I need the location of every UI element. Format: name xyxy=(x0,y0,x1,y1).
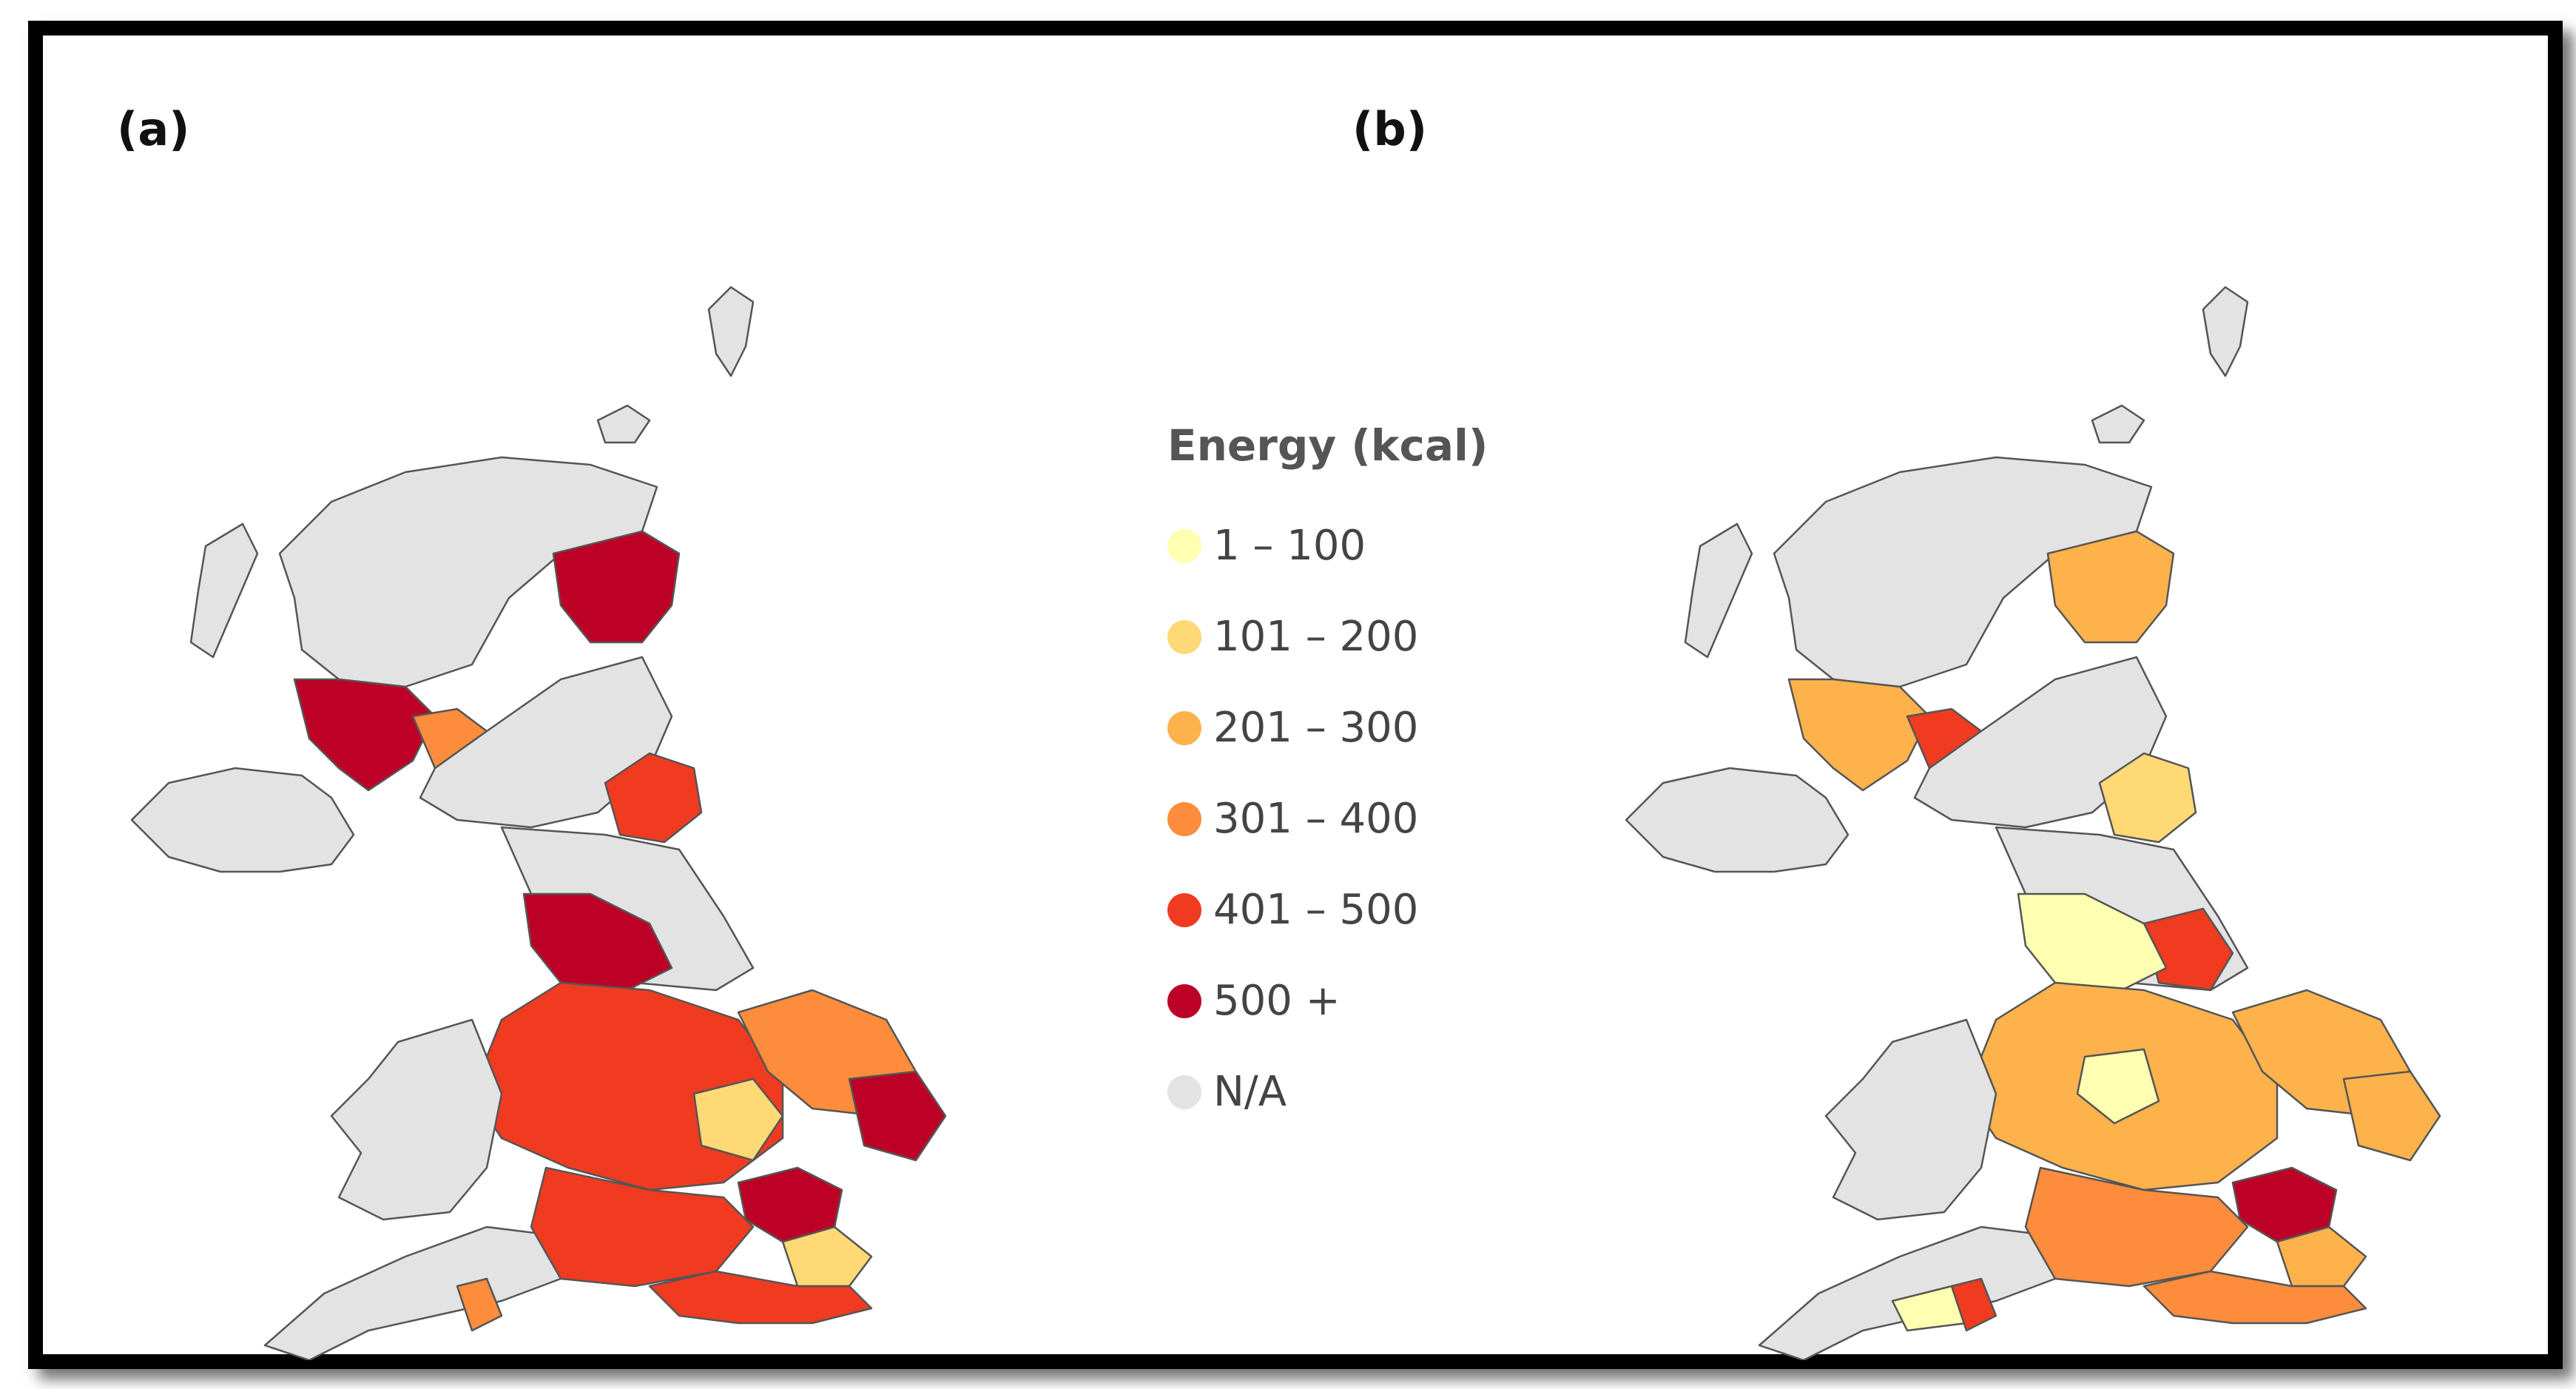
east-midlands-region xyxy=(692,1077,784,1162)
norfolk-suffolk-region xyxy=(2342,1070,2441,1162)
uk-map-panel-a xyxy=(130,286,947,1360)
panel-a-label: (a) xyxy=(117,102,190,156)
argyll-region xyxy=(1787,678,1931,792)
argyll-region xyxy=(293,678,436,792)
legend-label: 101 – 200 xyxy=(1213,613,1419,661)
legend-label: N/A xyxy=(1213,1068,1287,1116)
legend-label: 1 – 100 xyxy=(1213,522,1366,570)
sussex-region xyxy=(2142,1270,2367,1325)
legend-item: 301 – 400 xyxy=(1167,773,1488,864)
legend-item: 401 – 500 xyxy=(1167,864,1488,955)
energy-legend: Energy (kcal) 1 – 100 101 – 200 201 – 300 3… xyxy=(1167,420,1488,1137)
legend-swatch xyxy=(1167,801,1201,836)
lancashire-region xyxy=(2017,892,2168,992)
legend-label: 401 – 500 xyxy=(1213,886,1419,934)
legend-item: N/A xyxy=(1167,1046,1488,1137)
lancashire-region xyxy=(522,892,673,992)
wales-region xyxy=(330,1018,503,1221)
legend-title: Energy (kcal) xyxy=(1167,420,1488,471)
legend-swatch xyxy=(1167,1074,1201,1109)
legend-swatch xyxy=(1167,892,1201,927)
figure-frame: (a) (b) xyxy=(28,21,2563,1369)
legend-item: 1 – 100 xyxy=(1167,500,1488,591)
cornwall-patch xyxy=(1950,1277,1997,1332)
northumberland-region xyxy=(604,752,703,844)
northumberland-region xyxy=(2098,752,2197,844)
kent-region xyxy=(781,1225,873,1288)
wales-region xyxy=(1824,1018,1997,1221)
south-west-region xyxy=(1758,1225,2057,1360)
legend-swatch xyxy=(1167,710,1201,745)
devon-patch xyxy=(456,1277,503,1332)
northern-ireland-region xyxy=(130,767,355,873)
orkney-islands xyxy=(2091,404,2145,444)
kent-region xyxy=(2276,1225,2367,1288)
uk-map-panel-b xyxy=(1625,286,2441,1360)
legend-label: 301 – 400 xyxy=(1213,795,1419,843)
northern-ireland-region xyxy=(1625,767,1850,873)
shetland-islands xyxy=(2202,286,2249,377)
legend-item: 201 – 300 xyxy=(1167,682,1488,773)
panel-b-label: (b) xyxy=(1352,102,1428,156)
norfolk-suffolk-region xyxy=(848,1070,947,1162)
legend-item: 101 – 200 xyxy=(1167,591,1488,682)
sussex-region xyxy=(648,1270,873,1325)
outer-hebrides xyxy=(189,522,259,659)
shetland-islands xyxy=(707,286,755,377)
legend-item: 500 + xyxy=(1167,955,1488,1046)
aberdeenshire-region xyxy=(2046,530,2175,644)
outer-hebrides xyxy=(1684,522,1753,659)
legend-swatch xyxy=(1167,619,1201,654)
south-west-region xyxy=(263,1225,562,1360)
legend-label: 201 – 300 xyxy=(1213,704,1419,752)
east-midlands-region xyxy=(2076,1048,2160,1125)
orkney-islands xyxy=(596,404,651,444)
legend-swatch xyxy=(1167,983,1201,1018)
legend-label: 500 + xyxy=(1213,977,1341,1025)
legend-swatch xyxy=(1167,528,1201,563)
aberdeenshire-region xyxy=(552,530,681,644)
